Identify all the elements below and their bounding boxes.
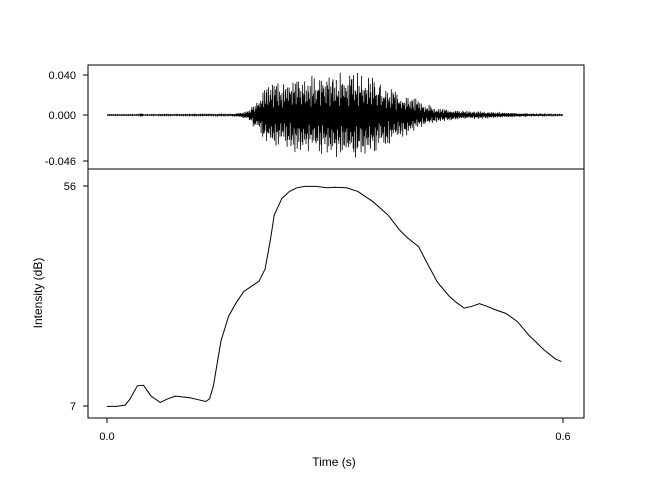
intensity-y-tick-label: 7 — [70, 401, 76, 413]
intensity-frame — [87, 168, 585, 419]
time-x-axis: 0.0 0.6 — [99, 418, 571, 443]
waveform-trace — [106, 72, 564, 158]
x-axis-label: Time (s) — [312, 455, 356, 469]
y-axis-label: Intensity (dB) — [31, 258, 45, 329]
intensity-y-axis: 56 7 — [64, 181, 88, 413]
intensity-panel: 56 7 0.0 0.6 — [64, 168, 585, 443]
waveform-y-tick-label: -0.046 — [45, 156, 76, 168]
waveform-line — [106, 72, 564, 158]
waveform-panel: 0.040 0.000 -0.046 — [45, 64, 585, 170]
waveform-y-axis: 0.040 0.000 -0.046 — [45, 70, 88, 168]
time-x-tick-label: 0.6 — [555, 431, 570, 443]
time-x-tick-label: 0.0 — [99, 431, 114, 443]
intensity-series — [107, 185, 562, 407]
waveform-y-tick-label: 0.000 — [48, 110, 76, 122]
intensity-y-tick-label: 56 — [64, 181, 76, 193]
waveform-y-tick-label: 0.040 — [48, 70, 76, 82]
intensity-line — [107, 185, 562, 407]
